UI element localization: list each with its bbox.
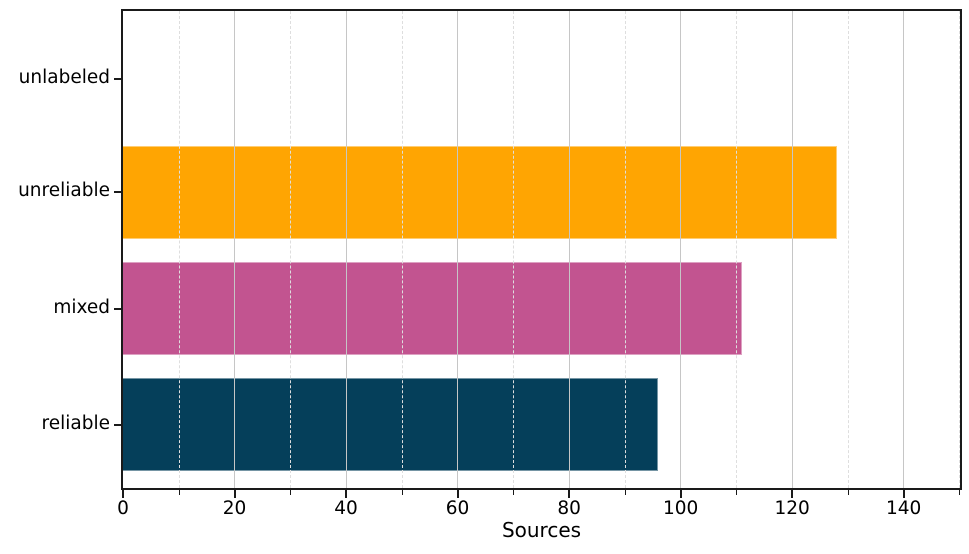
x-major-tick-40 xyxy=(345,490,348,498)
minor-gridline-90 xyxy=(624,11,626,488)
major-gridline-140 xyxy=(903,11,905,488)
bar-reliable xyxy=(123,378,659,471)
x-minor-tick-50 xyxy=(401,490,403,495)
x-minor-tick-30 xyxy=(290,490,292,495)
major-gridline-60 xyxy=(457,11,459,488)
x-major-tick-60 xyxy=(456,490,459,498)
y-tick-unlabeled xyxy=(114,78,121,81)
minor-gridline-150 xyxy=(959,11,961,488)
x-minor-tick-130 xyxy=(847,490,849,495)
major-gridline-100 xyxy=(680,11,682,488)
y-tick-label-reliable: reliable xyxy=(41,412,110,434)
x-major-tick-140 xyxy=(902,490,905,498)
minor-gridline-130 xyxy=(847,11,849,488)
y-tick-unreliable xyxy=(114,191,121,194)
y-tick-label-unreliable: unreliable xyxy=(18,180,110,202)
major-gridline-40 xyxy=(345,11,347,488)
x-minor-tick-150 xyxy=(959,490,961,495)
x-major-tick-120 xyxy=(791,490,794,498)
minor-gridline-10 xyxy=(178,11,180,488)
x-axis: 0 20 40 60 80 100 120 140 xyxy=(117,490,961,530)
x-tick-label-60: 60 xyxy=(445,498,470,519)
y-axis: unlabeled unreliable mixed reliable xyxy=(0,11,121,488)
x-tick-label-140: 140 xyxy=(886,498,922,519)
x-tick-label-100: 100 xyxy=(662,498,699,519)
x-major-tick-20 xyxy=(233,490,236,498)
bar-mixed xyxy=(123,262,742,355)
y-tick-reliable xyxy=(114,423,121,426)
x-tick-label-120: 120 xyxy=(774,498,810,519)
minor-gridline-30 xyxy=(290,11,292,488)
y-tick-label-mixed: mixed xyxy=(53,296,110,318)
x-axis-label: Sources xyxy=(501,518,582,542)
minor-gridline-50 xyxy=(401,11,403,488)
minor-gridline-70 xyxy=(513,11,515,488)
x-major-tick-100 xyxy=(679,490,682,498)
plot-area xyxy=(121,9,962,490)
major-gridline-20 xyxy=(234,11,236,488)
x-major-tick-80 xyxy=(568,490,571,498)
x-minor-tick-90 xyxy=(624,490,626,495)
x-minor-tick-110 xyxy=(736,490,738,495)
bar-unreliable xyxy=(123,145,837,239)
major-gridline-120 xyxy=(791,11,793,488)
y-tick-label-unlabeled: unlabeled xyxy=(18,67,110,89)
major-gridline-80 xyxy=(568,11,570,488)
y-tick-mixed xyxy=(114,307,121,310)
x-tick-label-40: 40 xyxy=(334,498,358,519)
x-tick-label-0: 0 xyxy=(117,498,129,519)
x-tick-label-80: 80 xyxy=(557,498,581,519)
minor-gridline-110 xyxy=(736,11,738,488)
x-tick-label-20: 20 xyxy=(222,498,247,519)
x-minor-tick-10 xyxy=(178,490,180,495)
x-major-tick-0 xyxy=(122,490,124,498)
x-minor-tick-70 xyxy=(513,490,515,495)
